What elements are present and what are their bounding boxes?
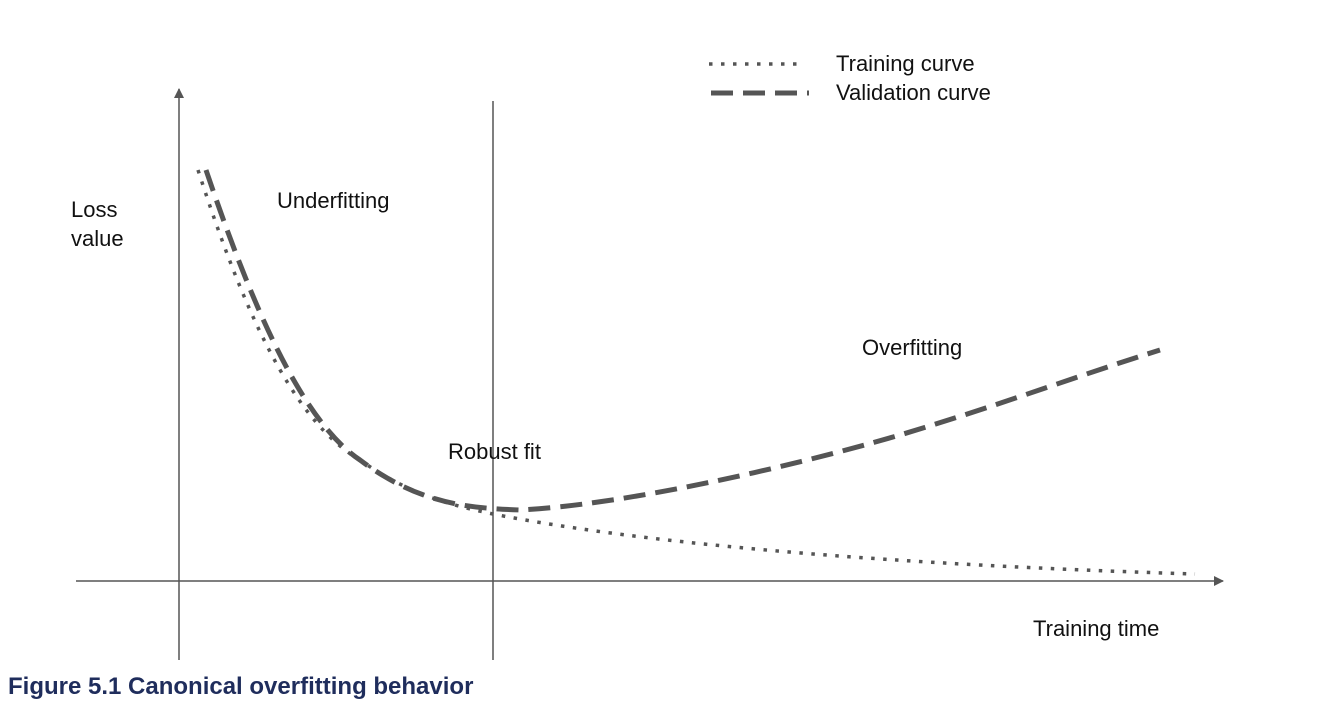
underfitting-label: Underfitting xyxy=(277,188,390,213)
legend-training-label: Training curve xyxy=(836,51,975,76)
y-axis-label-line2: value xyxy=(71,226,124,251)
figure-caption: Figure 5.1 Canonical overfitting behavio… xyxy=(8,673,474,700)
validation-curve xyxy=(203,169,1161,513)
x-axis-label: Training time xyxy=(1033,616,1159,641)
training-curve xyxy=(196,169,1196,576)
robust-fit-label: Robust fit xyxy=(448,439,541,464)
legend: Training curve Validation curve xyxy=(709,51,991,105)
y-axis-label-line1: Loss xyxy=(71,197,117,222)
overfitting-label: Overfitting xyxy=(862,335,962,360)
legend-validation-label: Validation curve xyxy=(836,80,991,105)
